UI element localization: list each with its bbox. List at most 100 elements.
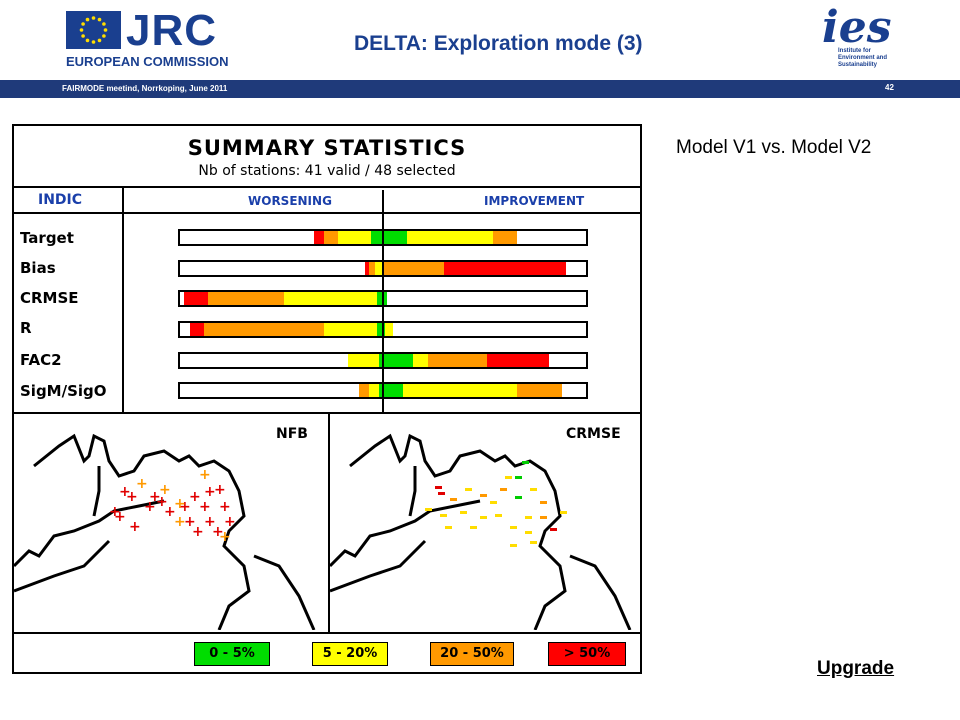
row-label-r: R <box>20 319 32 337</box>
legend-item-50: > 50% <box>548 642 626 666</box>
col-indic-header: INDIC <box>38 192 83 208</box>
jrc-logo-text: JRC <box>126 6 218 55</box>
stat-bar-segment <box>385 323 394 336</box>
upgrade-link[interactable]: Upgrade <box>817 658 895 679</box>
stat-bar-segment <box>492 231 517 244</box>
map-left-label: NFB <box>276 426 308 442</box>
legend-item-5-20: 5 - 20% <box>312 642 388 666</box>
stat-bar-segment <box>516 384 562 397</box>
stat-bar-segment <box>376 323 386 336</box>
slide-number: 42 <box>885 83 894 92</box>
legend-label: 20 - 50% <box>440 646 504 661</box>
svg-text:+: + <box>204 484 216 500</box>
svg-text:+: + <box>219 499 231 515</box>
legend-item-0-5: 0 - 5% <box>194 642 270 666</box>
ies-text-line: Institute for <box>838 48 871 54</box>
row-label-bias: Bias <box>20 259 56 277</box>
stat-bar-segment <box>190 323 205 336</box>
svg-text:+: + <box>129 519 141 535</box>
stat-bar-segment <box>208 292 284 305</box>
svg-text:+: + <box>164 504 176 520</box>
divider <box>14 412 640 414</box>
stat-bar-segment <box>374 262 383 275</box>
legend-label: > 50% <box>563 646 611 661</box>
divider <box>14 186 640 188</box>
divider <box>122 186 124 414</box>
ies-text: Institute for Environment and Sustainabi… <box>838 48 887 69</box>
stat-bar-segment <box>358 384 369 397</box>
header-bar: FAIRMODE meetind, Norrkoping, June 2011 … <box>0 80 960 98</box>
stat-bar-segment <box>184 292 209 305</box>
svg-text:+: + <box>184 514 196 530</box>
svg-text:+: + <box>179 499 191 515</box>
svg-text:+: + <box>174 514 186 530</box>
stat-bar-segment <box>486 354 550 367</box>
stat-bar-segment <box>378 384 404 397</box>
stat-bar-segment <box>413 354 428 367</box>
row-label-sigm-sigo: SigM/SigO <box>20 382 107 400</box>
stat-bar-segment <box>403 384 517 397</box>
svg-text:+: + <box>156 494 168 510</box>
divider <box>14 212 640 214</box>
row-label-target: Target <box>20 229 74 247</box>
eu-flag-icon <box>66 11 121 49</box>
svg-text:+: + <box>114 509 126 525</box>
svg-text:+: + <box>144 499 156 515</box>
ies-logo: ies Institute for Environment and Sustai… <box>818 2 908 80</box>
figure-title: SUMMARY STATISTICS <box>187 136 467 160</box>
svg-text:+: + <box>224 514 236 530</box>
svg-text:+: + <box>149 489 161 505</box>
svg-text:+: + <box>214 482 226 498</box>
stat-bar-segment <box>443 262 566 275</box>
stat-bar-segment <box>378 354 414 367</box>
svg-text:+: + <box>109 504 121 520</box>
stat-bar-segment <box>368 262 375 275</box>
col-improvement-header: IMPROVEMENT <box>484 194 585 208</box>
row-label-crmse: CRMSE <box>20 289 79 307</box>
svg-text:+: + <box>204 514 216 530</box>
stat-bar-segment <box>324 231 339 244</box>
svg-text:+: + <box>126 489 138 505</box>
nfb-map: ++ ++ + +++ + +++ ++++ ++++ + +++ ++ <box>14 433 316 630</box>
slide-title: DELTA: Exploration mode (3) <box>354 32 643 55</box>
divider <box>14 632 640 634</box>
svg-text:+: + <box>119 484 131 500</box>
jrc-logo: JRC EUROPEAN COMMISSION <box>66 6 229 72</box>
org-subtitle: EUROPEAN COMMISSION <box>66 54 229 69</box>
stat-bar-segment <box>313 231 325 244</box>
svg-text:+: + <box>212 524 224 540</box>
stat-bar-segment <box>370 231 408 244</box>
figure-subtitle: Nb of stations: 41 valid / 48 selected <box>198 163 456 179</box>
svg-text:+: + <box>199 467 211 483</box>
legend-item-20-50: 20 - 50% <box>430 642 514 666</box>
ies-logo-icon: ies <box>822 2 891 53</box>
col-worsening-header: WORSENING <box>248 194 332 208</box>
svg-text:+: + <box>219 529 231 545</box>
stat-bar-segment <box>204 323 325 336</box>
svg-text:+: + <box>192 524 204 540</box>
stat-bar-segment <box>368 384 379 397</box>
footer-caption: FAIRMODE meetind, Norrkoping, June 2011 <box>62 84 228 93</box>
stat-bar-segment <box>324 323 377 336</box>
stat-bar-segment <box>338 231 371 244</box>
comparison-label: Model V1 vs. Model V2 <box>676 137 872 158</box>
stat-bar-segment <box>376 292 388 305</box>
svg-text:+: + <box>174 496 186 512</box>
stat-bar-segment <box>383 262 444 275</box>
map-right-label: CRMSE <box>566 426 621 442</box>
ies-text-line: Environment and <box>838 55 888 61</box>
slide-header: JRC EUROPEAN COMMISSION DELTA: Explorati… <box>0 0 960 100</box>
stat-bar-segment <box>283 292 377 305</box>
stat-bar-segment <box>427 354 487 367</box>
crmse-map <box>330 433 632 630</box>
divider <box>328 412 330 634</box>
legend-label: 0 - 5% <box>209 646 255 661</box>
svg-text:+: + <box>159 482 171 498</box>
summary-statistics-figure: SUMMARY STATISTICS Nb of stations: 41 va… <box>12 124 642 674</box>
svg-text:+: + <box>199 499 211 515</box>
svg-text:+: + <box>189 489 201 505</box>
ies-logo-letters: ies <box>822 2 891 52</box>
stat-bar-segment <box>407 231 493 244</box>
ies-text-line: Sustainability <box>838 62 878 68</box>
stat-bar-segment <box>348 354 379 367</box>
